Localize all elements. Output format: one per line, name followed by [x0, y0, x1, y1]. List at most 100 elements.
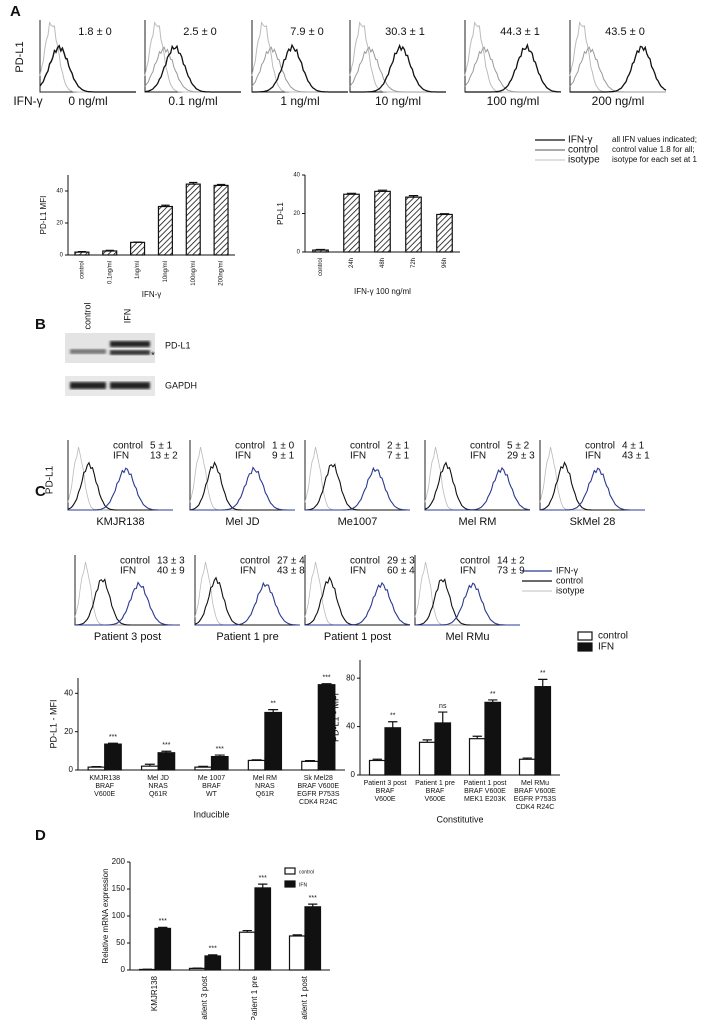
histogram-curve: [305, 581, 411, 626]
bar: [288, 935, 306, 971]
histogram-curve: [39, 44, 136, 93]
x-tick-label: NRAS: [255, 783, 275, 790]
cell-name: Patient 3 post: [94, 631, 161, 643]
mfi-label: 30.3 ± 1: [385, 26, 425, 38]
blot-band: [110, 350, 150, 355]
y-tick-label: 0: [351, 770, 356, 779]
legend-label: IFN: [598, 642, 614, 653]
bar: [213, 184, 229, 256]
bar: [104, 743, 122, 771]
significance: ***: [209, 946, 217, 953]
blot-membrane: [65, 333, 155, 363]
panel-label: D: [35, 827, 46, 844]
error-bar: [258, 883, 268, 888]
histogram-curve: [305, 466, 410, 511]
bar: [301, 760, 319, 771]
ifn-value: 13 ± 2: [150, 451, 178, 462]
bar: [368, 759, 386, 776]
control-value: 4 ± 1: [622, 441, 645, 452]
x-tick-label: Mel JD: [147, 775, 169, 782]
x-tick-label: BRAF V600E: [297, 783, 339, 790]
ifn-value: 60 ± 4: [387, 566, 415, 577]
error-bar: [268, 709, 279, 713]
x-tick-label: Patient 1 pre: [415, 780, 455, 787]
x-tick-label: Patient 1 post: [300, 975, 309, 1020]
x-tick-label: control: [318, 258, 324, 276]
cell-name: Me1007: [338, 516, 378, 528]
legend-label: control: [299, 869, 314, 875]
x-tick-label: CDK4 R24C: [516, 804, 555, 811]
bar: [312, 249, 329, 253]
bar: [374, 190, 391, 253]
bar: [484, 701, 502, 776]
histogram-curve: [425, 466, 531, 511]
x-tick-label: BRAF: [95, 783, 114, 790]
histogram-curve: [424, 461, 530, 511]
legend-label: control: [556, 575, 583, 585]
x-tick-label: 24h: [349, 258, 355, 268]
x-tick-label: EGFR P753S: [514, 796, 557, 803]
error-bar: [214, 754, 225, 757]
band-label: PD-L1: [165, 340, 191, 350]
significance: ***: [109, 734, 117, 741]
error-bar: [315, 248, 326, 251]
legend-note: control value 1.8 for all;: [612, 145, 695, 154]
x-tick-label: BRAF V600E: [464, 788, 506, 795]
x-tick-label: Patient 1 pre: [250, 975, 259, 1020]
histogram-curve: [252, 43, 348, 93]
bar: [468, 738, 486, 776]
mfi-label: 44.3 ± 1: [500, 26, 540, 38]
x-tick-label: EGFR P753S: [297, 791, 340, 798]
legend-swatch: [284, 880, 296, 888]
control-label: control: [240, 556, 270, 567]
cell-name: Mel JD: [225, 516, 259, 528]
ifn-label: IFN: [113, 451, 129, 462]
axis-line: [67, 175, 235, 256]
control-label: control: [113, 441, 143, 452]
histogram-curve: [67, 461, 173, 511]
cell-name: Mel RM: [459, 516, 497, 528]
legend-label: control: [598, 631, 628, 642]
control-value: 2 ± 1: [387, 441, 410, 452]
x-tick-label: Me 1007: [198, 775, 225, 782]
histogram-curve: [195, 581, 300, 626]
bar: [87, 766, 106, 771]
histogram-curve: [569, 46, 666, 93]
error-bar: [538, 678, 548, 687]
blot-band: [110, 341, 150, 347]
blot-band: [70, 349, 106, 354]
error-bar: [488, 699, 498, 703]
significance: ***: [216, 746, 224, 753]
significance: ***: [322, 675, 330, 682]
control-value: 1 ± 0: [272, 441, 295, 452]
cell-name: Mel RMu: [445, 631, 489, 643]
control-label: control: [350, 556, 380, 567]
panel-label: C: [35, 483, 46, 500]
x-tick-label: 1ng/ml: [135, 261, 141, 279]
error-bar: [372, 758, 382, 761]
y-tick-label: 0: [69, 765, 74, 774]
histogram-curve: [190, 466, 295, 511]
ifn-label: IFN: [585, 451, 601, 462]
dose-label: 0 ng/ml: [68, 94, 107, 108]
ifn-label: IFN: [350, 566, 366, 577]
bar: [405, 196, 422, 253]
bar: [254, 887, 272, 971]
dose-label: 10 ng/ml: [375, 94, 421, 108]
bar: [434, 722, 452, 776]
x-tick-label: 48h: [380, 258, 386, 268]
bar: [204, 955, 222, 971]
bar: [247, 759, 266, 771]
bar: [140, 765, 159, 771]
ifn-value: 43 ± 8: [277, 566, 305, 577]
legend-label: isotype: [568, 155, 600, 166]
ifn-label: IFN: [470, 451, 486, 462]
ifn-label: IFN: [235, 451, 251, 462]
error-bar: [161, 750, 172, 753]
bar: [518, 758, 536, 776]
ifn-label: IFN: [120, 566, 136, 577]
error-bar: [105, 249, 114, 251]
bar: [418, 741, 436, 776]
ifn-value: 40 ± 9: [157, 566, 185, 577]
